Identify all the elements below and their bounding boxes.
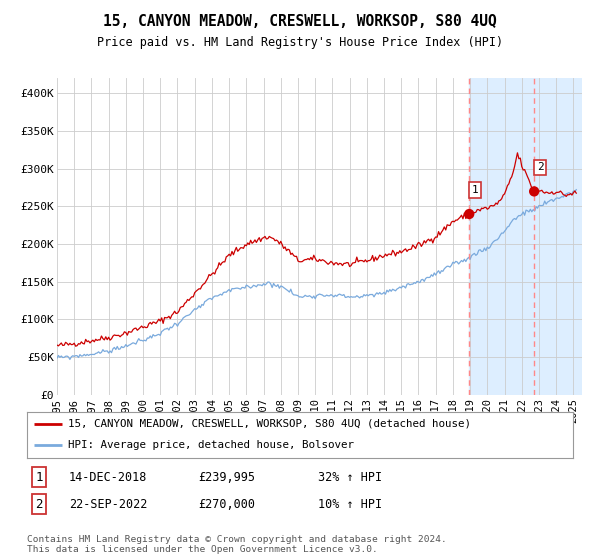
Text: 2: 2 [537, 162, 544, 172]
Point [464, 209, 474, 218]
Text: 15, CANYON MEADOW, CRESWELL, WORKSOP, S80 4UQ: 15, CANYON MEADOW, CRESWELL, WORKSOP, S8… [103, 14, 497, 29]
Text: Price paid vs. HM Land Registry's House Price Index (HPI): Price paid vs. HM Land Registry's House … [97, 36, 503, 49]
Text: HPI: Average price, detached house, Bolsover: HPI: Average price, detached house, Bols… [68, 440, 354, 450]
Bar [469, 78, 582, 395]
Point [529, 187, 539, 196]
Text: £239,995: £239,995 [198, 470, 255, 484]
Text: 1: 1 [472, 185, 479, 195]
Text: £270,000: £270,000 [198, 497, 255, 511]
Text: 32% ↑ HPI: 32% ↑ HPI [318, 470, 382, 484]
Text: Contains HM Land Registry data © Crown copyright and database right 2024.
This d: Contains HM Land Registry data © Crown c… [27, 535, 447, 554]
Text: 10% ↑ HPI: 10% ↑ HPI [318, 497, 382, 511]
Text: 1: 1 [35, 470, 43, 484]
Text: 2: 2 [35, 497, 43, 511]
Text: 14-DEC-2018: 14-DEC-2018 [69, 470, 148, 484]
Text: 15, CANYON MEADOW, CRESWELL, WORKSOP, S80 4UQ (detached house): 15, CANYON MEADOW, CRESWELL, WORKSOP, S8… [68, 419, 471, 429]
Text: 22-SEP-2022: 22-SEP-2022 [69, 497, 148, 511]
